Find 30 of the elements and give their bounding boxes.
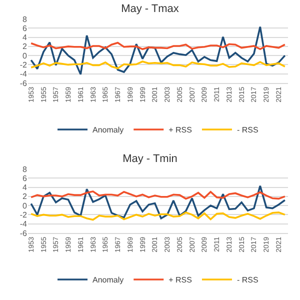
line-series	[30, 190, 286, 200]
line-series	[30, 212, 286, 221]
y-tick-label: 0	[22, 201, 28, 210]
y-tick-label: -2	[20, 210, 28, 220]
line-series	[30, 185, 286, 220]
legend-label: Anomaly	[92, 276, 124, 285]
y-tick-label: 4	[22, 183, 28, 192]
chart-title: May - Tmax	[121, 3, 180, 16]
y-tick-label: 8	[22, 164, 28, 174]
y-tick-label: -6	[20, 228, 28, 238]
y-tick-label: 6	[22, 174, 28, 183]
y-tick-label: -6	[20, 78, 28, 88]
legend-label: + RSS	[168, 126, 192, 135]
y-tick-label: 2	[22, 42, 28, 52]
y-tick-label: -2	[20, 60, 28, 70]
line-series	[30, 26, 286, 76]
line-series	[30, 60, 286, 70]
y-tick-label: 6	[22, 24, 28, 33]
y-tick-label: 2	[22, 192, 28, 202]
y-tick-label: -4	[20, 70, 28, 79]
y-tick-label: 8	[22, 14, 28, 24]
legend-label: Anomaly	[92, 126, 124, 135]
line-series	[30, 42, 286, 50]
legend-label: - RSS	[236, 126, 258, 135]
y-tick-label: -4	[20, 220, 28, 229]
y-tick-label: 0	[22, 51, 28, 60]
legend-label: - RSS	[236, 276, 258, 285]
y-tick-label: 4	[22, 33, 28, 42]
chart-title: May - Tmin	[122, 153, 178, 166]
legend-label: + RSS	[168, 276, 192, 285]
